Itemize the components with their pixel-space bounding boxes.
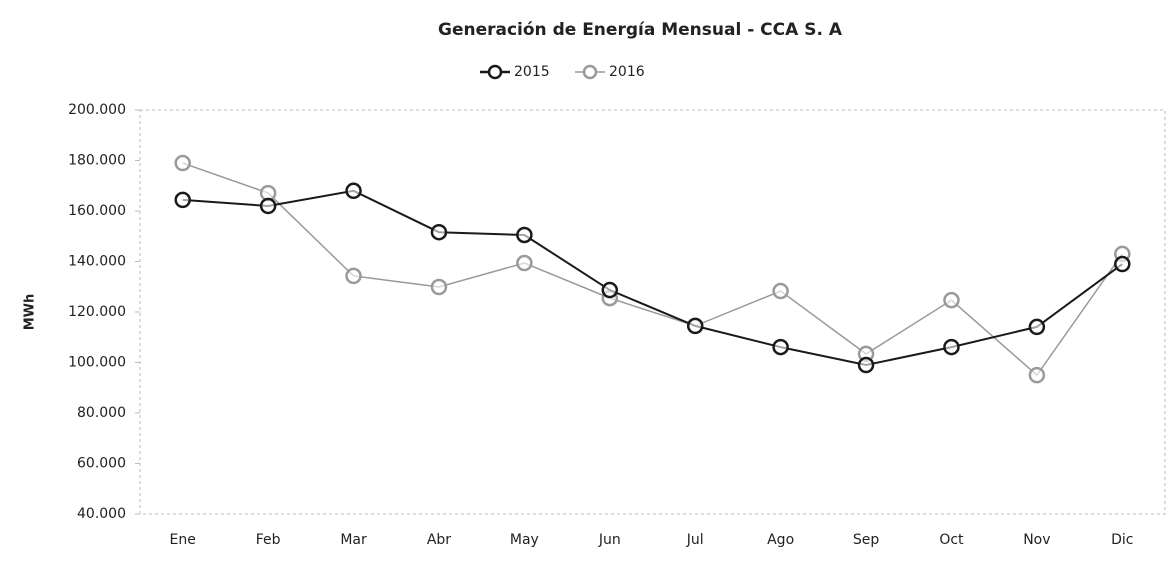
x-tick-label: Sep	[853, 532, 880, 548]
x-tick-label: Mar	[340, 532, 367, 548]
y-tick-label: 80.000	[77, 405, 126, 421]
data-point	[772, 338, 789, 356]
data-point	[516, 254, 533, 272]
data-point	[259, 197, 277, 215]
data-point	[430, 278, 448, 296]
x-tick-label: Abr	[427, 532, 451, 548]
y-tick-label: 140.000	[68, 254, 126, 270]
data-point	[345, 182, 362, 200]
x-tick-label: May	[510, 532, 539, 548]
data-point	[943, 291, 960, 309]
x-tick-label: Dic	[1111, 532, 1133, 548]
data-point	[943, 338, 960, 356]
plot-border	[139, 109, 1166, 515]
legend-marker	[487, 64, 503, 80]
data-point	[345, 267, 362, 285]
data-point	[174, 191, 191, 209]
data-point	[772, 282, 789, 300]
x-tick-label: Ago	[767, 532, 794, 548]
legend-marker	[582, 64, 598, 80]
y-tick-label: 180.000	[68, 153, 126, 169]
x-tick-label: Oct	[939, 532, 964, 548]
x-tick-label: Jul	[686, 532, 704, 548]
data-point	[516, 226, 533, 244]
y-tick-label: 60.000	[77, 456, 126, 472]
data-point	[430, 223, 448, 241]
x-tick-label: Jun	[598, 532, 621, 548]
data-point	[1114, 255, 1131, 273]
data-point	[1028, 318, 1046, 336]
legend-label: 2015	[514, 64, 550, 80]
y-tick-label: 200.000	[68, 102, 126, 118]
data-point	[686, 317, 704, 335]
y-tick-label: 100.000	[68, 355, 126, 371]
legend-label: 2016	[609, 64, 645, 80]
series-line	[182, 189, 1123, 367]
data-point	[601, 281, 619, 299]
y-tick-label: 120.000	[68, 304, 126, 320]
y-tick-label: 160.000	[68, 203, 126, 219]
series-line	[182, 162, 1123, 377]
y-axis-label: MWh	[23, 294, 38, 331]
data-point	[174, 154, 191, 172]
x-tick-label: Feb	[256, 532, 281, 548]
data-point	[857, 356, 875, 374]
x-tick-label: Nov	[1023, 532, 1050, 548]
x-tick-label: Ene	[170, 532, 196, 548]
y-tick-label: 40.000	[77, 506, 126, 522]
chart-title: Generación de Energía Mensual - CCA S. A	[438, 20, 843, 40]
data-point	[1028, 366, 1046, 384]
